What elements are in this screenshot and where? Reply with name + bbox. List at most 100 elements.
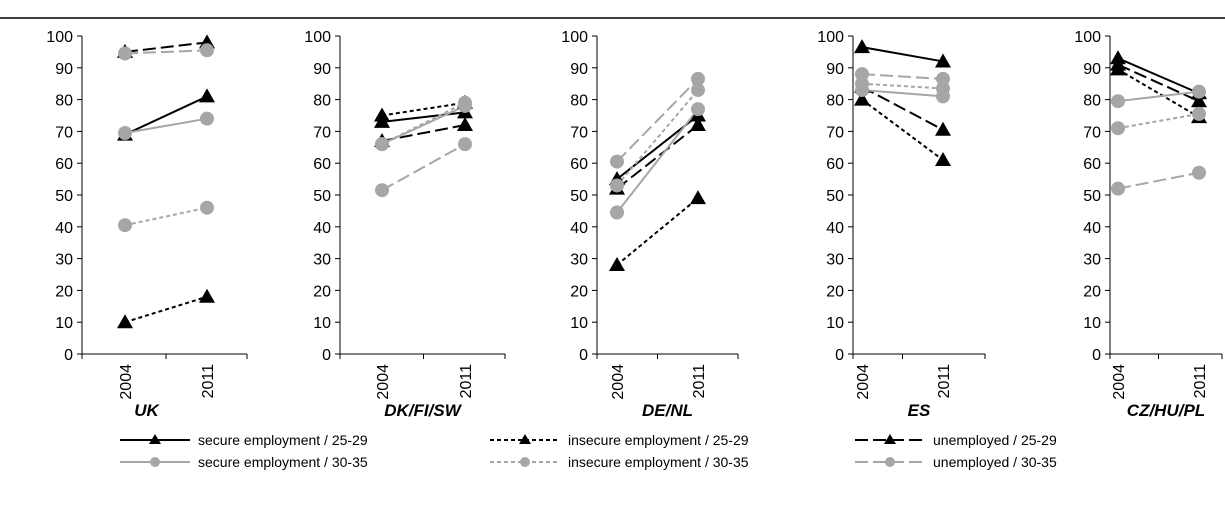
x-tick-label: 2004 — [1111, 364, 1128, 400]
y-tick-label: 0 — [835, 347, 844, 364]
legend-marker — [884, 434, 896, 444]
series-line — [381, 105, 466, 146]
y-tick-label: 10 — [55, 315, 73, 332]
y-tick-label: 40 — [313, 220, 331, 237]
marker — [1191, 93, 1207, 108]
marker — [936, 71, 950, 86]
panel-title ttl: ES — [908, 401, 931, 420]
y-tick-label: 10 — [826, 315, 844, 332]
marker — [935, 121, 951, 136]
y-tick-label: 40 — [570, 220, 588, 237]
marker — [458, 137, 472, 152]
series-line — [381, 111, 466, 123]
series-line — [124, 117, 208, 134]
marker — [691, 102, 705, 117]
legend-label: unemployed / 30-35 — [933, 454, 1057, 470]
y-tick-label: 60 — [313, 156, 331, 173]
panel-title ttl: UK — [134, 401, 160, 420]
y-tick-label: 60 — [1083, 156, 1101, 173]
y-tick-label: 100 — [561, 29, 588, 46]
y-tick-label: 30 — [570, 252, 588, 269]
y-tick-label: 60 — [55, 156, 73, 173]
series-line — [1117, 68, 1200, 118]
marker — [200, 200, 214, 215]
marker — [375, 183, 389, 198]
y-tick-label: 20 — [313, 283, 331, 300]
marker — [691, 71, 705, 86]
y-tick-label: 40 — [55, 220, 73, 237]
legend-label: insecure employment / 25-29 — [568, 432, 749, 448]
x-tick-label: 2004 — [855, 364, 872, 400]
y-tick-label: 30 — [313, 252, 331, 269]
y-tick-label: 90 — [55, 61, 73, 78]
marker — [935, 152, 951, 167]
y-tick-label: 70 — [570, 124, 588, 141]
marker — [457, 117, 473, 132]
marker — [1111, 94, 1125, 109]
series-line — [381, 124, 466, 142]
y-tick-label: 100 — [304, 29, 331, 46]
y-tick-label: 80 — [1083, 93, 1101, 110]
series-line — [1117, 57, 1200, 95]
marker — [1110, 56, 1126, 71]
legend-label: secure employment / 30-35 — [198, 454, 368, 470]
marker — [199, 288, 215, 303]
marker — [935, 53, 951, 68]
legend-marker — [520, 457, 530, 467]
y-tick-label: 30 — [826, 252, 844, 269]
y-tick-label: 0 — [322, 347, 331, 364]
y-tick-label: 70 — [55, 124, 73, 141]
y-tick-label: 20 — [55, 283, 73, 300]
y-tick-label: 90 — [313, 61, 331, 78]
marker — [1192, 106, 1206, 121]
y-tick-label: 20 — [570, 283, 588, 300]
series-line — [124, 295, 208, 324]
legend-marker — [519, 434, 531, 444]
panel-title ttl: DE/NL — [642, 401, 693, 420]
series-line — [861, 98, 944, 161]
marker — [1192, 84, 1206, 99]
marker — [118, 46, 132, 61]
series-line — [1117, 63, 1200, 103]
legend-label: insecure employment / 30-35 — [568, 454, 749, 470]
y-tick-label: 50 — [570, 188, 588, 205]
marker — [1111, 121, 1125, 136]
x-tick-label: 2004 — [610, 364, 627, 400]
x-tick-label: 2011 — [691, 364, 708, 399]
y-tick-label: 50 — [55, 188, 73, 205]
marker — [458, 95, 472, 110]
marker — [200, 43, 214, 58]
series-line — [124, 41, 208, 53]
marker — [855, 67, 869, 82]
y-tick-label: 10 — [1083, 315, 1101, 332]
marker — [610, 154, 624, 169]
y-tick-label: 20 — [826, 283, 844, 300]
y-tick-label: 50 — [826, 188, 844, 205]
marker — [854, 91, 870, 106]
series-line — [616, 78, 699, 163]
y-tick-label: 10 — [570, 315, 588, 332]
y-tick-label: 90 — [826, 61, 844, 78]
y-tick-label: 60 — [570, 156, 588, 173]
series-line — [861, 46, 944, 63]
marker — [200, 111, 214, 126]
y-tick-label: 40 — [826, 220, 844, 237]
marker — [690, 117, 706, 132]
series-line — [616, 197, 699, 266]
marker — [199, 88, 215, 103]
series-line — [124, 49, 208, 55]
series-line — [1117, 171, 1200, 190]
y-tick-label: 0 — [579, 347, 588, 364]
series-line — [616, 108, 699, 214]
marker — [118, 125, 132, 140]
y-tick-label: 10 — [313, 315, 331, 332]
y-tick-label: 80 — [826, 93, 844, 110]
y-tick-label: 80 — [55, 93, 73, 110]
y-tick-label: 0 — [64, 347, 73, 364]
series-line — [861, 82, 944, 90]
x-tick-label: 2011 — [458, 364, 475, 399]
series-line — [861, 89, 944, 98]
y-tick-label: 20 — [1083, 283, 1101, 300]
marker — [117, 314, 133, 329]
